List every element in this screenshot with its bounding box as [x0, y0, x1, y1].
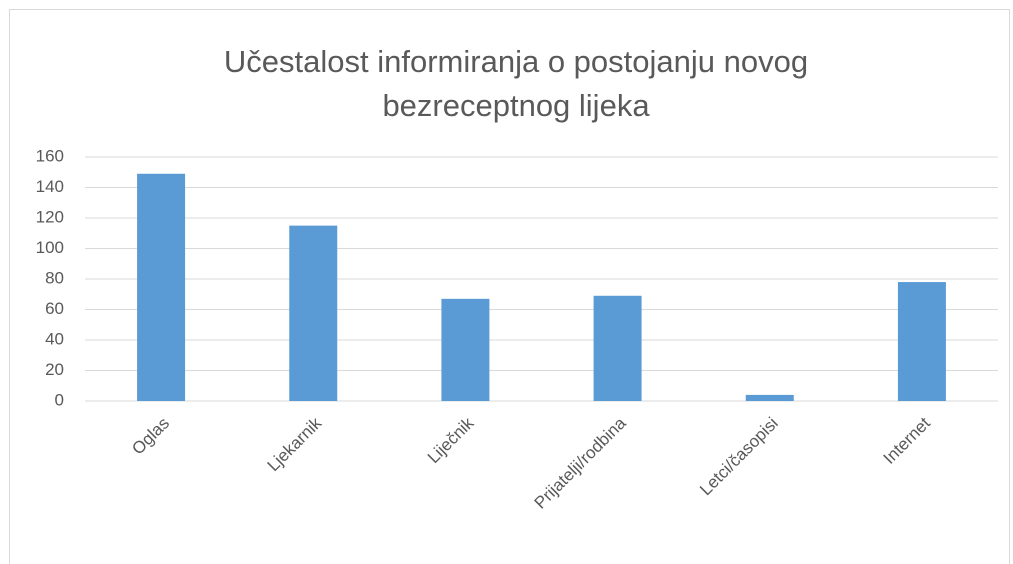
x-tick-label: Liječnik	[424, 413, 478, 467]
y-tick-label: 140	[36, 177, 64, 196]
x-tick-label: Letci/časopisi	[696, 414, 782, 500]
y-tick-label: 120	[36, 207, 64, 226]
bar	[441, 298, 490, 401]
bar	[593, 295, 642, 401]
x-tick-label: Internet	[880, 413, 934, 467]
x-tick-label: Prijatelji/rodbina	[531, 413, 630, 512]
y-tick-label: 20	[45, 360, 64, 379]
bar	[745, 394, 794, 401]
chart-title: Učestalost informiranja o postojanju nov…	[223, 44, 809, 123]
y-tick-label: 160	[36, 146, 64, 165]
bar	[137, 173, 186, 401]
y-tick-label: 40	[45, 329, 64, 348]
bar	[897, 282, 946, 401]
bar	[289, 225, 338, 401]
y-tick-label: 100	[36, 238, 64, 257]
x-tick-label: Oglas	[128, 414, 173, 459]
x-tick-label: Ljekarnik	[264, 413, 326, 475]
chart-frame	[9, 9, 1010, 564]
y-tick-label: 0	[55, 390, 64, 409]
y-tick-label: 80	[45, 268, 64, 287]
y-tick-label: 60	[45, 299, 64, 318]
